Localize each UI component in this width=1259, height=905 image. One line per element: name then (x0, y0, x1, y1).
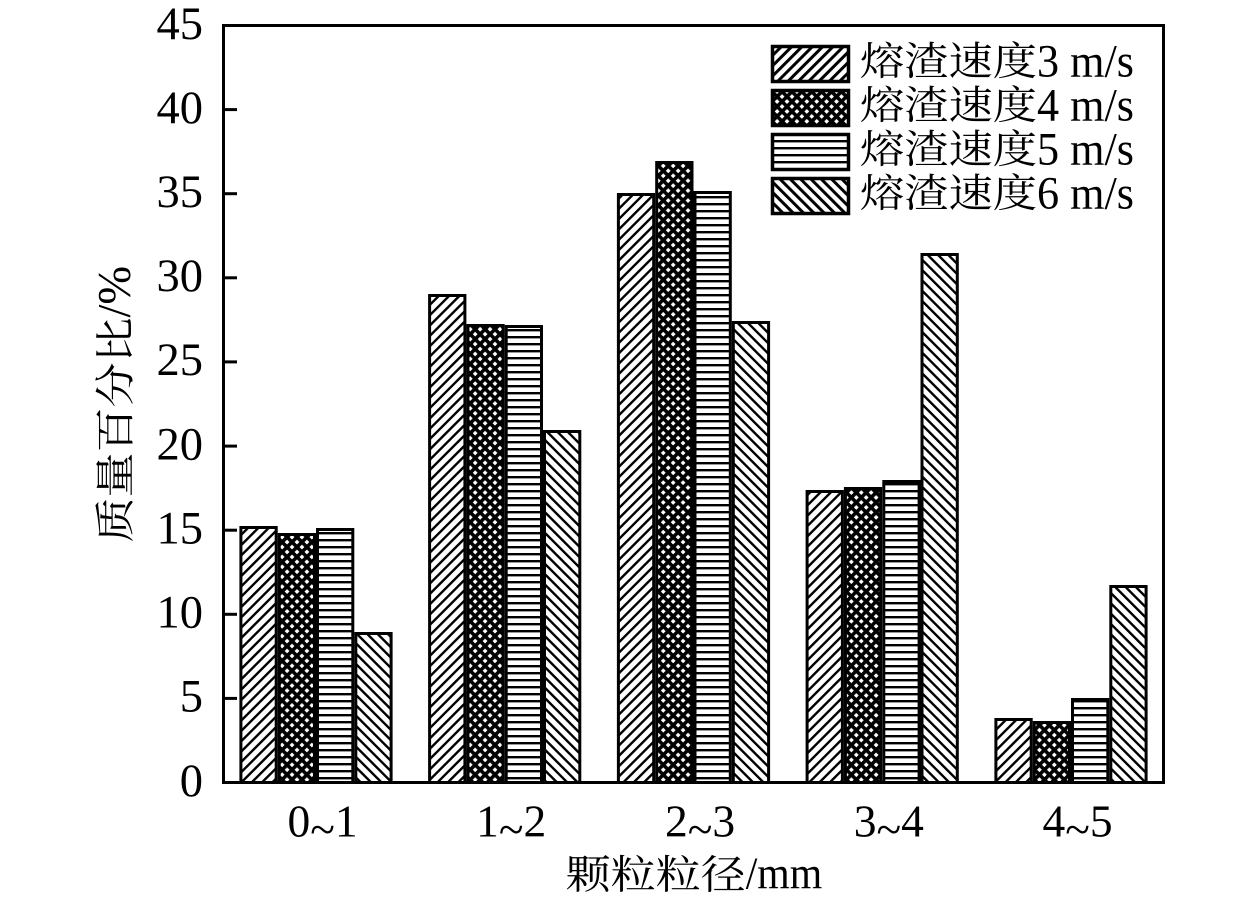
svg-text:5 m/s: 5 m/s (1037, 125, 1134, 176)
svg-text:/mm: /mm (746, 849, 823, 899)
svg-text:45: 45 (157, 0, 204, 50)
svg-text:30: 30 (157, 251, 204, 302)
svg-text:3~4: 3~4 (854, 795, 924, 854)
svg-text:5: 5 (180, 672, 203, 723)
svg-text:40: 40 (157, 83, 204, 134)
svg-text:3 m/s: 3 m/s (1037, 37, 1134, 88)
svg-text:35: 35 (157, 167, 204, 218)
svg-text:/%: /% (90, 266, 141, 318)
svg-text:0~1: 0~1 (287, 795, 357, 854)
svg-text:10: 10 (157, 588, 204, 639)
svg-text:15: 15 (157, 504, 204, 555)
svg-text:2~3: 2~3 (665, 795, 735, 854)
svg-text:1~2: 1~2 (476, 795, 546, 854)
svg-text:4 m/s: 4 m/s (1037, 81, 1134, 132)
svg-text:25: 25 (157, 335, 204, 386)
svg-text:4~5: 4~5 (1042, 795, 1112, 854)
svg-text:6 m/s: 6 m/s (1037, 169, 1134, 220)
svg-text:20: 20 (157, 419, 204, 470)
svg-text:0: 0 (180, 756, 203, 807)
